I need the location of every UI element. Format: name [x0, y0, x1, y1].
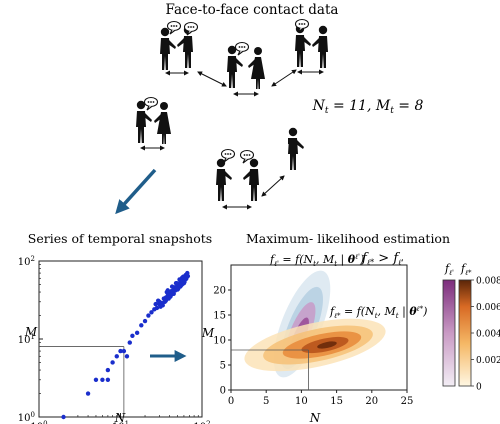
scatter-point: [100, 377, 105, 382]
scatter-point: [175, 287, 180, 292]
scatter-point: [179, 275, 185, 280]
colorbar-ticks: 0 0.002 0.004 0.006 0.008: [471, 277, 500, 393]
density-xtick-label: 0: [228, 396, 234, 407]
mle-title: Maximum- likelihood estimation: [246, 231, 450, 246]
colorbar-orange: [458, 279, 472, 387]
colorbars: fℓ' fℓ* 0 0.002 0.004 0.006 0.008: [442, 262, 500, 393]
formula-f-lprime: fℓ' = f(Nt, Mt | θℓ'): [269, 253, 364, 268]
scatter-point: [146, 313, 151, 318]
person-group-top-left: [160, 20, 199, 76]
scatter-point: [121, 348, 127, 354]
person-group-top-right: [294, 18, 328, 75]
density-ytick-label: 20: [213, 286, 226, 297]
scatter-point: [154, 305, 160, 311]
scatter-xtick-label: 101: [112, 420, 129, 424]
scatter-point: [93, 377, 99, 382]
colorbar-tick-label: 0.008: [476, 277, 500, 287]
scatter-point: [130, 333, 135, 338]
person-group-top-center: [227, 41, 265, 97]
colorbar-tick-label: 0.002: [476, 356, 500, 366]
scatter-point: [149, 310, 154, 315]
flow-arrow-down: [115, 168, 157, 215]
scatter-point: [118, 348, 123, 354]
scatter-point: [61, 414, 66, 420]
scatter-point: [134, 330, 140, 336]
density-ytick-label: 5: [220, 361, 226, 372]
density-xtick-label: 20: [365, 396, 378, 407]
formula-compare: fℓ* > fℓ': [361, 251, 404, 267]
scatter-point: [181, 280, 187, 286]
scatter-point: [142, 318, 148, 324]
scatter-points: [61, 270, 191, 420]
person-group-bottom: [216, 127, 304, 210]
scatter-xtick-label: 100: [30, 420, 47, 424]
formula-f-lstar: fℓ* = f(Nt, Mt | θℓ*): [329, 305, 427, 320]
scatter-point: [169, 284, 175, 289]
scatter-ytick-label: 102: [18, 255, 35, 268]
colorbar-tick-label: 0.004: [476, 330, 500, 340]
scatter-point: [105, 367, 111, 373]
density-xtick-label: 10: [295, 396, 308, 407]
scatter-point: [185, 273, 191, 279]
scatter-ticks: 100100 101 101 102 102: [18, 255, 211, 424]
scatter-point: [110, 360, 115, 365]
figure-title: Face-to-face contact data: [166, 2, 339, 18]
scatter-ytick-label: 100: [18, 411, 35, 424]
colorbar-orange-label: fℓ*: [460, 262, 472, 277]
scatter-point: [114, 354, 119, 359]
density-ytick-label: 10: [213, 336, 226, 347]
scatter-point: [169, 292, 174, 297]
scatter-ylabel: M: [24, 325, 38, 339]
arrow-label-m: M: [201, 326, 215, 340]
scatter-point: [165, 288, 170, 293]
density-plot: 0 5 10 15 20 25 0 5 10 15 20 N: [213, 264, 413, 424]
scatter-point: [163, 298, 169, 303]
scatter-point: [124, 354, 130, 359]
density-reference-lines: [231, 349, 309, 390]
person-group-middle-left: [136, 96, 171, 151]
scatter-point: [139, 323, 144, 328]
density-ticks: 0 5 10 15 20 25 0 5 10 15 20: [213, 286, 413, 408]
density-xtick-label: 15: [330, 396, 343, 407]
snapshots-title: Series of temporal snapshots: [28, 231, 212, 246]
scatter-point: [127, 340, 132, 345]
scatter-point: [177, 284, 183, 289]
density-ytick-label: 0: [220, 386, 226, 397]
connection-lines-top: [197, 69, 297, 87]
density-xtick-label: 25: [401, 396, 414, 407]
scatter-point: [153, 301, 158, 307]
scatter-point: [155, 298, 161, 303]
scatter-plot: 100100 101 101 102 102 N M: [18, 255, 211, 424]
scatter-point: [85, 391, 91, 396]
colorbar-purple-label: fℓ': [444, 262, 454, 277]
snapshot-equation: Nt = 11, Mt = 8: [312, 98, 424, 116]
scatter-point: [158, 304, 163, 309]
scatter-point: [173, 280, 179, 286]
colorbar-tick-label: 0.006: [476, 303, 500, 313]
scatter-xlabel: N: [114, 411, 126, 424]
scatter-xtick-label: 102: [193, 420, 210, 424]
colorbar-tick-label: 0: [476, 383, 482, 393]
density-orange: [244, 318, 386, 372]
scatter-reference-lines: [39, 346, 125, 417]
colorbar-purple: [442, 279, 456, 387]
scatter-ytick-label: 101: [18, 333, 35, 346]
density-xtick-label: 5: [263, 396, 269, 407]
scatter-point: [105, 377, 111, 382]
density-xlabel: N: [309, 411, 321, 424]
density-ytick-label: 15: [213, 311, 226, 322]
